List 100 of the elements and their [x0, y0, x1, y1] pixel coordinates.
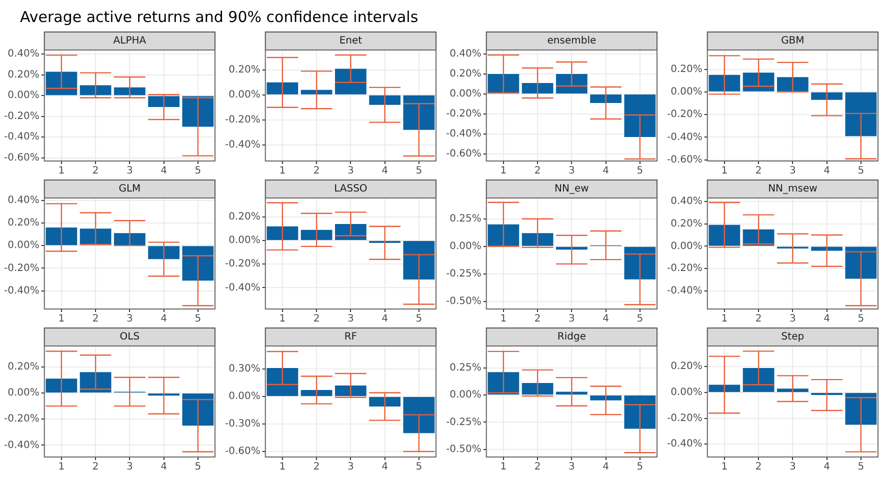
x-tick-label: 1	[58, 462, 65, 473]
y-tick-label: 0.00%	[670, 240, 702, 252]
y-tick-label: -0.40%	[224, 139, 260, 150]
bar	[590, 94, 622, 103]
bar	[488, 224, 520, 246]
x-tick-label: 3	[790, 462, 796, 473]
y-tick-label: 0.40%	[670, 196, 702, 207]
chart-title: NN_ew	[554, 184, 589, 195]
y-tick-label: 0.00%	[8, 388, 40, 399]
y-tick-label: -0.50%	[446, 444, 482, 455]
chart-title: GLM	[118, 184, 141, 195]
bar	[556, 392, 588, 394]
y-tick-label: 0.40%	[450, 48, 482, 60]
x-tick-label: 4	[382, 462, 388, 473]
x-tick-label: 2	[92, 314, 99, 325]
x-tick-label: 5	[416, 314, 422, 325]
y-tick-label: 0.00%	[228, 89, 260, 100]
x-tick-label: 4	[160, 314, 167, 325]
x-tick-label: 2	[313, 462, 320, 473]
bar	[488, 74, 520, 94]
y-tick-label: 0.20%	[228, 211, 260, 222]
y-tick-label: -0.40%	[446, 128, 482, 140]
bar	[811, 392, 843, 396]
x-tick-label: 4	[824, 166, 830, 177]
x-tick-label: 3	[126, 314, 133, 325]
bar	[369, 95, 401, 105]
bar	[182, 394, 214, 426]
y-tick-label: 0.00%	[8, 90, 40, 102]
bar	[708, 224, 740, 246]
x-tick-label: 5	[636, 462, 644, 473]
y-tick-label: -0.25%	[446, 268, 482, 280]
x-tick-label: 3	[790, 314, 796, 325]
y-tick-label: 0.30%	[228, 364, 260, 375]
x-tick-label: 1	[279, 462, 286, 473]
x-tick-label: 1	[279, 166, 286, 177]
x-tick-label: 5	[194, 314, 202, 325]
y-tick-label: 0.20%	[8, 361, 40, 372]
y-tick-label: -0.40%	[4, 285, 40, 296]
bar	[266, 82, 298, 94]
bar	[80, 372, 112, 393]
bar	[182, 246, 214, 281]
x-tick-label: 2	[92, 462, 99, 473]
bar	[624, 94, 656, 137]
x-tick-label: 4	[602, 462, 609, 473]
bar	[624, 246, 656, 280]
bar	[300, 390, 332, 396]
chart-title: LASSO	[334, 184, 368, 195]
y-tick-label: -0.40%	[4, 132, 40, 143]
x-tick-label: 3	[348, 462, 354, 473]
bar	[266, 226, 298, 240]
x-tick-label: 5	[416, 462, 422, 473]
x-tick-label: 1	[500, 314, 507, 325]
y-tick-label: 0.20%	[8, 218, 40, 229]
x-tick-label: 2	[534, 462, 541, 473]
y-tick-label: 0.00%	[450, 240, 482, 252]
x-tick-label: 1	[58, 314, 65, 325]
y-tick-label: 0.40%	[8, 48, 40, 60]
y-tick-label: -0.20%	[4, 414, 40, 425]
x-tick-label: 2	[313, 314, 320, 325]
y-tick-label: -0.20%	[4, 110, 40, 122]
x-tick-label: 5	[636, 314, 644, 325]
x-tick-label: 3	[568, 462, 575, 473]
y-tick-label: 0.20%	[228, 64, 260, 76]
chart-title: NN_msew	[768, 184, 818, 195]
bar	[46, 72, 78, 96]
bar	[624, 395, 656, 429]
x-tick-label: 1	[500, 462, 507, 473]
x-tick-label: 5	[636, 166, 644, 177]
bar	[845, 92, 877, 136]
bar	[80, 85, 112, 96]
chart-title: Enet	[339, 36, 362, 47]
x-tick-label: 4	[160, 166, 167, 177]
bar	[114, 87, 146, 96]
y-tick-label: -0.20%	[666, 109, 702, 120]
y-tick-label: 0.40%	[8, 194, 40, 206]
bar	[266, 368, 298, 396]
bar	[522, 83, 554, 94]
y-tick-label: 0.20%	[670, 361, 702, 372]
x-tick-label: 3	[126, 166, 133, 177]
x-tick-label: 3	[348, 314, 354, 325]
y-tick-label: -0.40%	[666, 286, 702, 297]
bar	[776, 77, 808, 92]
y-tick-label: -0.50%	[446, 296, 482, 307]
bar	[369, 396, 401, 407]
bar	[334, 385, 366, 396]
bar	[776, 388, 808, 392]
bar	[488, 372, 520, 394]
x-tick-label: 4	[602, 314, 609, 325]
bar	[46, 378, 78, 393]
x-tick-label: 4	[602, 166, 609, 177]
y-tick-label: 0.20%	[670, 64, 702, 75]
y-tick-label: -0.20%	[666, 263, 702, 274]
x-tick-label: 1	[721, 314, 728, 325]
bar	[182, 96, 214, 127]
y-tick-label: 0.00%	[450, 390, 482, 401]
y-tick-label: -0.40%	[666, 438, 702, 450]
y-tick-label: 0.00%	[450, 88, 482, 100]
y-tick-label: -0.40%	[666, 132, 702, 143]
y-tick-label: -0.40%	[4, 440, 40, 451]
x-tick-label: 4	[382, 314, 388, 325]
